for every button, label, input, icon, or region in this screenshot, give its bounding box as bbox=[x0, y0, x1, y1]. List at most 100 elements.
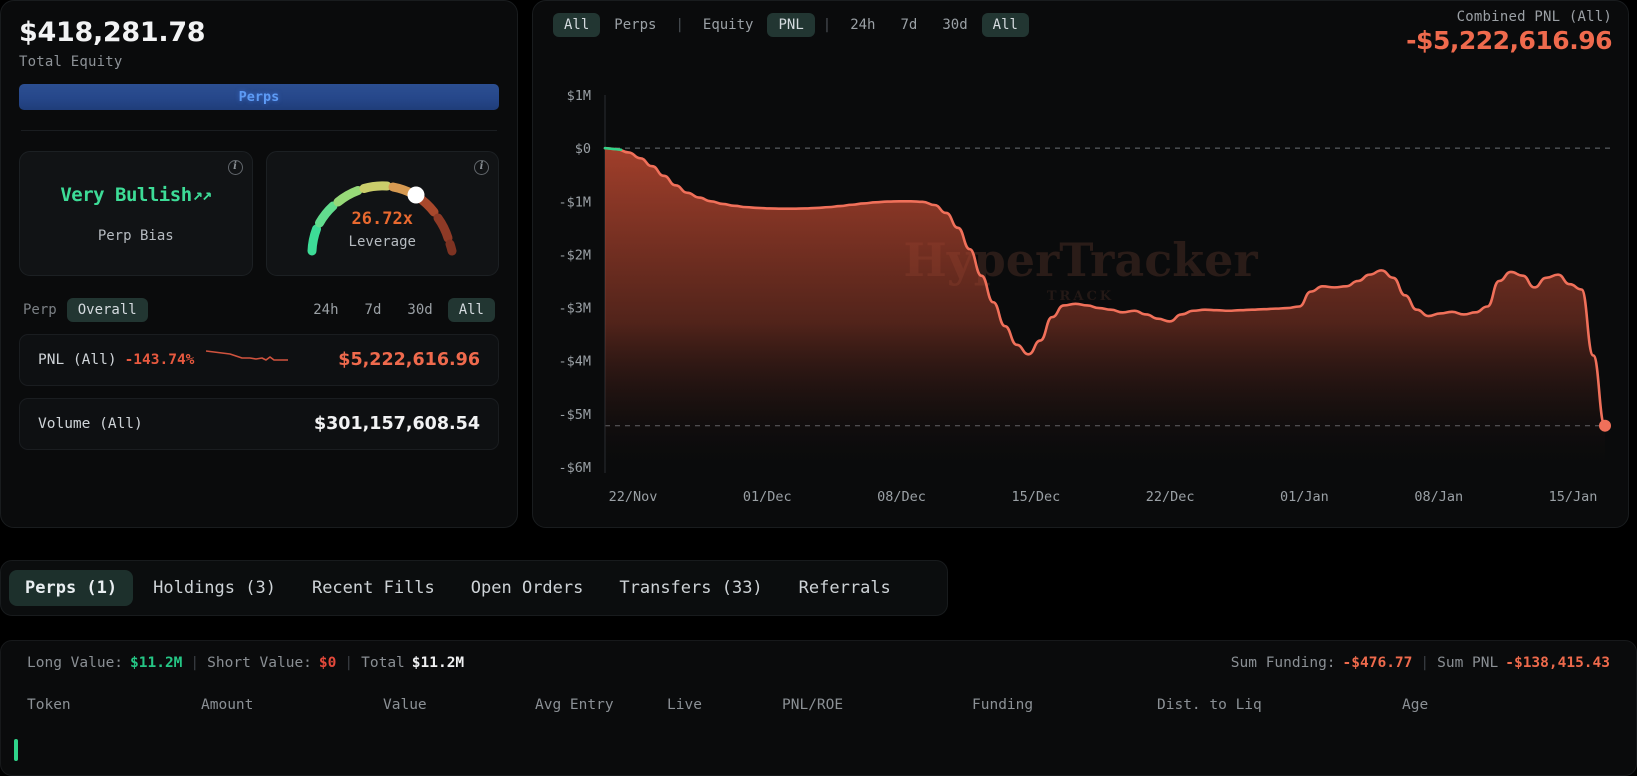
y-axis-tick: -$3M bbox=[558, 301, 591, 317]
total-label: Total bbox=[361, 655, 405, 671]
chart-range-7d[interactable]: 7d bbox=[900, 17, 918, 33]
x-axis-tick: 08/Jan bbox=[1414, 489, 1463, 505]
x-axis-tick: 15/Dec bbox=[1011, 489, 1060, 505]
positions-summary: Long Value: $11.2M | Short Value: $0 | T… bbox=[27, 655, 1610, 671]
th-funding[interactable]: Funding bbox=[972, 697, 1034, 713]
perp-bias-text: Very Bullish bbox=[60, 183, 192, 206]
volume-metric-label: Volume (All) bbox=[38, 416, 143, 432]
gauge-arc-icon bbox=[307, 180, 457, 255]
pnl-sparkline bbox=[206, 347, 289, 373]
tab-transfers[interactable]: Transfers (33) bbox=[619, 578, 763, 598]
th-live[interactable]: Live bbox=[667, 697, 702, 713]
volume-metric-row[interactable]: Volume (All) $301,157,608.54 bbox=[19, 398, 499, 450]
chart-start-segment bbox=[603, 146, 623, 152]
long-value-label: Long Value: bbox=[27, 655, 124, 671]
range-filter-group: 24h 7d 30d All bbox=[302, 298, 495, 322]
tab-holdings[interactable]: Holdings (3) bbox=[153, 578, 276, 598]
y-axis-tick: -$2M bbox=[558, 247, 591, 263]
th-dist-to-liq[interactable]: Dist. to Liq bbox=[1157, 697, 1262, 713]
chart-metric-pnl[interactable]: PNL bbox=[767, 13, 815, 37]
tab-open-orders[interactable]: Open Orders bbox=[470, 578, 584, 598]
x-axis-tick: 01/Dec bbox=[743, 489, 792, 505]
y-axis-tick: $0 bbox=[575, 141, 591, 157]
chart-range-24h[interactable]: 24h bbox=[850, 17, 876, 33]
y-axis-tick: $1M bbox=[567, 88, 591, 104]
info-icon[interactable]: i bbox=[474, 160, 489, 175]
tab-referrals[interactable]: Referrals bbox=[798, 578, 891, 598]
combined-pnl-value: -$5,222,616.96 bbox=[1406, 26, 1612, 55]
y-axis-tick: -$1M bbox=[558, 194, 591, 210]
chart-end-marker-dot bbox=[1599, 419, 1611, 432]
sum-funding-value: -$476.77 bbox=[1342, 655, 1413, 671]
panel-divider bbox=[21, 130, 497, 131]
total-value: $11.2M bbox=[411, 655, 465, 671]
th-age[interactable]: Age bbox=[1402, 697, 1429, 713]
account-panel: $418,281.78 Total Equity Perps i Very Bu… bbox=[0, 0, 518, 528]
filter-range-7d[interactable]: 7d bbox=[364, 302, 382, 318]
y-axis-tick: -$5M bbox=[558, 407, 591, 423]
chart-source-all[interactable]: All bbox=[553, 13, 601, 37]
metric-filters: Perp Overall 24h 7d 30d All bbox=[19, 298, 499, 322]
pnl-metric-label: PNL (All) bbox=[38, 352, 117, 368]
pnl-chart-panel: All Perps | Equity PNL | 24h 7d 30d All … bbox=[532, 0, 1629, 528]
tab-recent-fills[interactable]: Recent Fills bbox=[311, 578, 435, 598]
pnl-metric-row[interactable]: PNL (All) -143.74% $5,222,616.96 bbox=[19, 334, 499, 386]
info-icon[interactable]: i bbox=[227, 160, 243, 175]
leverage-label: Leverage bbox=[348, 233, 416, 250]
gauge-readout: 26.72x Leverage bbox=[292, 209, 472, 250]
chart-metric-equity[interactable]: Equity bbox=[702, 17, 754, 33]
chart-line bbox=[603, 146, 1607, 427]
perps-allocation-label: Perps bbox=[238, 89, 280, 105]
chart-range-30d[interactable]: 30d bbox=[942, 17, 968, 33]
y-axis-tick: -$6M bbox=[558, 460, 591, 476]
chart-source-perps[interactable]: Perps bbox=[614, 17, 657, 33]
filter-range-all[interactable]: All bbox=[447, 298, 495, 322]
th-amount[interactable]: Amount bbox=[201, 697, 254, 713]
th-pnl-roe[interactable]: PNL/ROE bbox=[782, 697, 844, 713]
x-axis-tick: 08/Dec bbox=[877, 489, 926, 505]
perp-bias-label: Perp Bias bbox=[97, 227, 174, 244]
th-token[interactable]: Token bbox=[27, 697, 71, 713]
x-axis-tick: 22/Dec bbox=[1146, 489, 1195, 505]
stat-cards-row: i Very Bullish ↗↗ Perp Bias i bbox=[19, 151, 499, 276]
pnl-area-chart[interactable]: $1M $0 -$1M -$2M -$3M -$4M -$5M -$6M 22/Nov 01/De… bbox=[533, 79, 1628, 519]
leverage-gauge: 26.72x Leverage bbox=[292, 165, 472, 257]
perp-bias-value: Very Bullish ↗↗ bbox=[60, 183, 213, 206]
sum-pnl-label: Sum PNL bbox=[1437, 655, 1499, 671]
summary-separator: | bbox=[344, 655, 354, 671]
toolbar-separator: | bbox=[822, 17, 832, 33]
perp-filter-label: Perp bbox=[23, 302, 57, 318]
th-value[interactable]: Value bbox=[383, 697, 427, 713]
summary-separator: | bbox=[1420, 655, 1430, 671]
trend-up-arrows-icon: ↗↗ bbox=[192, 184, 213, 205]
table-header-row: Token Amount Value Avg Entry Live PNL/RO… bbox=[27, 697, 1610, 713]
total-equity-label: Total Equity bbox=[19, 54, 123, 70]
chart-toolbar: All Perps | Equity PNL | 24h 7d 30d All bbox=[543, 13, 1620, 37]
chart-area-fill bbox=[605, 148, 1605, 467]
filter-range-24h[interactable]: 24h bbox=[313, 302, 339, 318]
th-avg-entry[interactable]: Avg Entry bbox=[535, 697, 614, 713]
volume-metric-amount: $301,157,608.54 bbox=[313, 414, 480, 434]
total-equity-value: $418,281.78 bbox=[19, 17, 206, 48]
tab-perps[interactable]: Perps (1) bbox=[9, 570, 134, 606]
long-value: $11.2M bbox=[130, 655, 183, 671]
position-row-indicator bbox=[14, 739, 18, 761]
perps-allocation-bar[interactable]: Perps bbox=[19, 84, 499, 110]
y-axis-tick: -$4M bbox=[558, 354, 591, 370]
sum-pnl-value: -$138,415.43 bbox=[1505, 655, 1610, 671]
filter-scope-overall[interactable]: Overall bbox=[66, 298, 148, 322]
positions-table-panel: Long Value: $11.2M | Short Value: $0 | T… bbox=[0, 640, 1637, 776]
chart-range-all[interactable]: All bbox=[981, 13, 1029, 37]
x-axis-tick: 15/Jan bbox=[1549, 489, 1598, 505]
pnl-metric-amount: $5,222,616.96 bbox=[338, 350, 480, 370]
combined-pnl-label: Combined PNL (All) bbox=[1456, 9, 1612, 25]
filter-range-30d[interactable]: 30d bbox=[407, 302, 433, 318]
content-tabs: Perps (1) Holdings (3) Recent Fills Open… bbox=[0, 560, 948, 616]
chart-svg: $1M $0 -$1M -$2M -$3M -$4M -$5M -$6M 22/Nov 01/De… bbox=[558, 88, 1613, 505]
short-value-label: Short Value: bbox=[207, 655, 312, 671]
top-row: $418,281.78 Total Equity Perps i Very Bu… bbox=[0, 0, 1629, 528]
x-axis-tick: 22/Nov bbox=[609, 489, 658, 505]
toolbar-separator: | bbox=[675, 17, 684, 33]
short-value: $0 bbox=[318, 655, 337, 671]
